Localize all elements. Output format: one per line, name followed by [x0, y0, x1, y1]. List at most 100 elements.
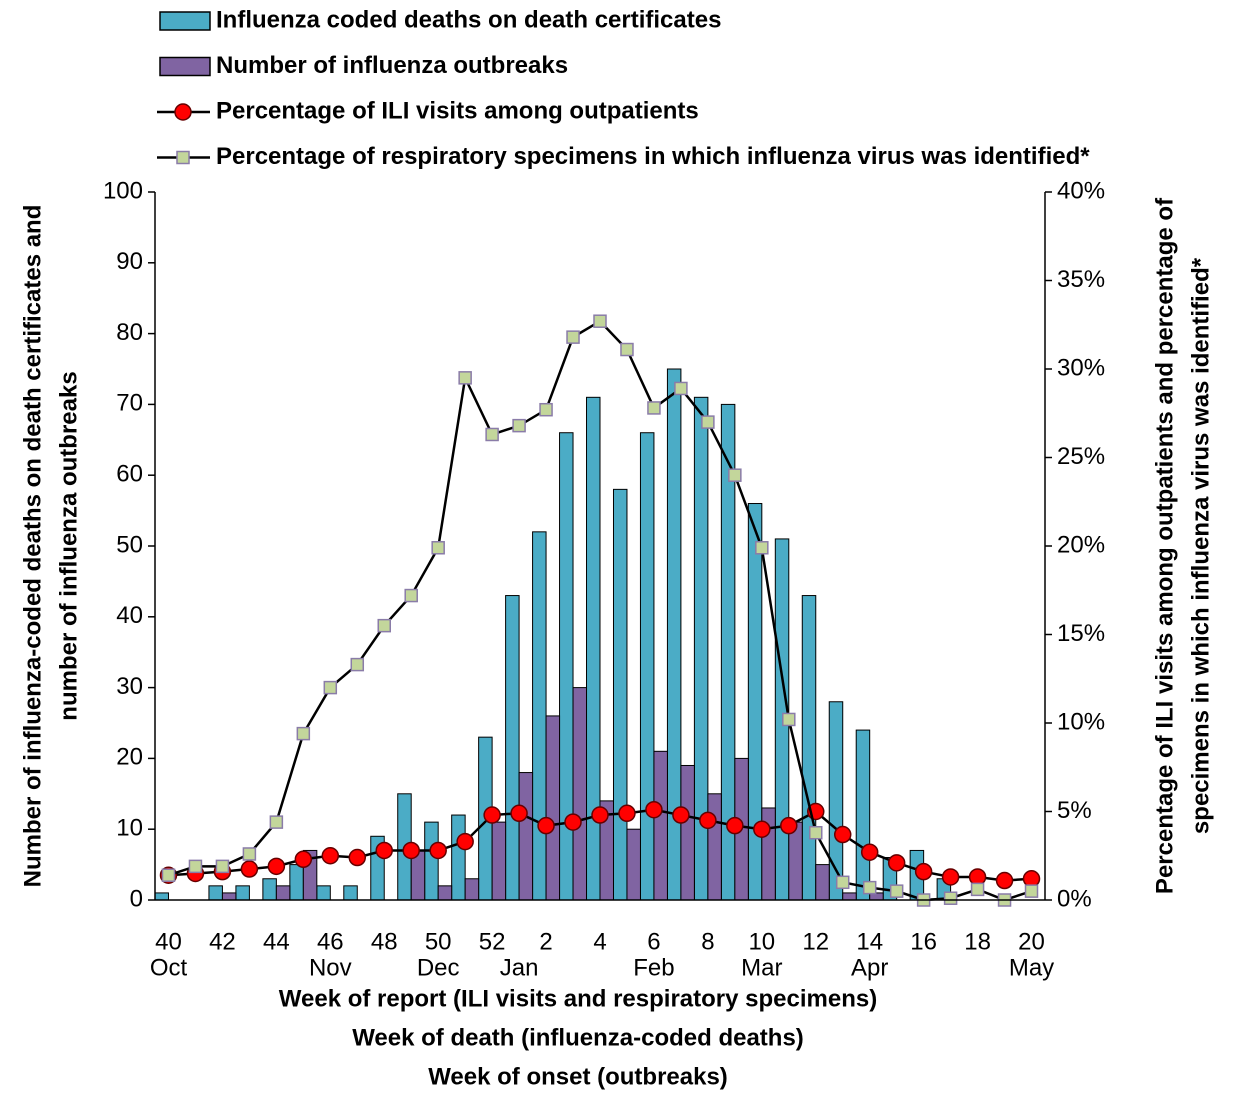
marker	[970, 882, 985, 897]
bar	[747, 503, 763, 901]
bar	[545, 715, 561, 901]
marker	[404, 588, 418, 603]
marker	[485, 427, 499, 442]
marker	[350, 657, 365, 672]
legend-label: Number of influenza outbreaks	[216, 52, 568, 79]
y-tick-label: 10	[116, 815, 143, 842]
marker	[672, 806, 690, 824]
legend-label: Percentage of ILI visits among outpatien…	[216, 97, 699, 124]
marker	[753, 820, 771, 838]
x-tick-label: 2	[539, 928, 552, 955]
bar	[842, 892, 857, 901]
y-tick-label: 0	[130, 885, 143, 912]
x-tick-label: 18	[964, 928, 991, 955]
marker	[431, 541, 445, 555]
marker	[510, 804, 528, 823]
marker	[887, 854, 906, 872]
bar	[612, 488, 628, 901]
y-axis-title: number of influenza outbreaks	[55, 371, 82, 720]
y2-tick-label: 30%	[1057, 354, 1105, 381]
marker	[860, 843, 879, 861]
marker	[215, 859, 230, 874]
x-month-label: Feb	[633, 954, 674, 981]
x-tick-label: 40	[155, 928, 182, 955]
marker	[269, 815, 284, 829]
marker	[564, 813, 582, 831]
marker	[833, 825, 852, 844]
marker	[323, 680, 338, 695]
marker	[242, 847, 257, 861]
bar	[626, 828, 641, 901]
legend-marker	[174, 103, 192, 121]
y2-tick-label: 5%	[1057, 797, 1092, 824]
bar	[424, 821, 439, 901]
marker	[402, 841, 420, 860]
bar	[343, 885, 358, 901]
marker	[537, 816, 555, 835]
marker	[647, 401, 661, 415]
y-tick-label: 40	[116, 602, 143, 629]
legend-marker	[176, 150, 190, 165]
bar	[518, 772, 534, 901]
y2-tick-label: 20%	[1057, 531, 1105, 558]
y2-tick-label: 35%	[1057, 266, 1105, 293]
y2-axis-title: Percentage of ILI visits among outpatien…	[1151, 197, 1178, 894]
bar	[154, 892, 169, 901]
marker	[294, 850, 313, 869]
bar	[586, 396, 601, 901]
x-tick-label: 44	[263, 928, 290, 955]
x-month-label: May	[1009, 954, 1054, 981]
marker	[593, 314, 607, 328]
marker	[941, 868, 960, 886]
y-tick-label: 20	[116, 744, 143, 771]
bar	[653, 750, 668, 901]
y-tick-label: 80	[116, 319, 143, 346]
marker	[943, 891, 958, 905]
legend-label: Influenza coded deaths on death certific…	[216, 6, 721, 33]
marker	[456, 832, 474, 851]
bar	[437, 885, 453, 901]
marker	[377, 618, 391, 633]
marker	[429, 841, 447, 860]
marker	[296, 726, 311, 741]
bar	[505, 595, 520, 901]
x-month-label: Apr	[851, 954, 888, 981]
x-month-label: Nov	[309, 954, 352, 981]
bar	[221, 892, 237, 901]
marker	[161, 868, 176, 882]
marker	[188, 859, 203, 874]
bar	[680, 764, 695, 901]
marker	[755, 541, 769, 555]
y2-axis-title: specimens in which influenza virus was i…	[1187, 257, 1214, 834]
bar	[464, 878, 480, 901]
marker	[889, 884, 904, 898]
bar	[316, 885, 331, 901]
x-tick-label: 12	[802, 928, 829, 955]
x-axis-title: Week of report (ILI visits and respirato…	[279, 985, 877, 1012]
x-month-label: Mar	[741, 954, 782, 981]
y2-tick-label: 25%	[1057, 443, 1105, 470]
marker	[835, 875, 850, 890]
x-tick-label: 52	[479, 928, 506, 955]
marker	[267, 857, 286, 876]
legend-swatch	[159, 56, 211, 77]
marker	[348, 848, 367, 867]
marker	[620, 342, 634, 357]
marker	[321, 847, 340, 865]
bar	[235, 885, 250, 901]
marker	[862, 880, 877, 895]
bar	[289, 864, 304, 901]
marker	[780, 816, 798, 835]
marker	[566, 330, 580, 344]
x-axis-title: Week of death (influenza-coded deaths)	[352, 1024, 804, 1051]
bar	[275, 885, 291, 901]
marker	[914, 862, 933, 881]
marker	[240, 860, 259, 878]
x-tick-label: 10	[748, 928, 775, 955]
marker	[701, 415, 715, 429]
bar	[639, 432, 655, 901]
bar	[707, 793, 722, 901]
y-tick-label: 90	[116, 248, 143, 275]
bar	[491, 821, 507, 901]
